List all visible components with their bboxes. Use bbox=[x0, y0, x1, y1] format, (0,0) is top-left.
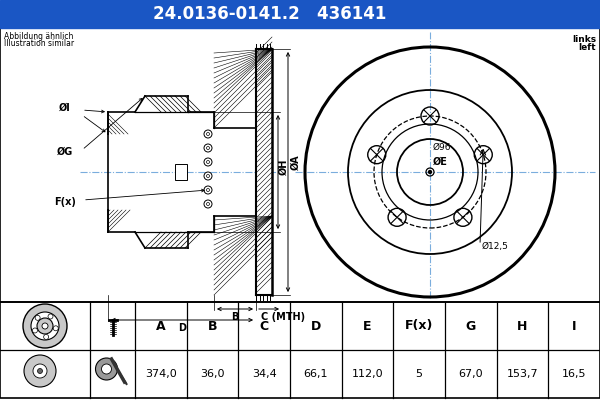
Text: 66,1: 66,1 bbox=[304, 369, 328, 379]
Text: D: D bbox=[311, 320, 321, 332]
Text: D: D bbox=[178, 323, 186, 333]
Circle shape bbox=[95, 358, 118, 380]
Circle shape bbox=[44, 334, 49, 340]
Bar bbox=[0, 302, 600, 398]
Circle shape bbox=[206, 174, 209, 178]
Text: B: B bbox=[232, 312, 239, 322]
Text: Ø12,5: Ø12,5 bbox=[482, 242, 509, 252]
Text: B: B bbox=[208, 320, 217, 332]
Text: Ø96: Ø96 bbox=[433, 143, 452, 152]
Text: 374,0: 374,0 bbox=[145, 369, 177, 379]
Text: links: links bbox=[572, 35, 596, 44]
Text: ØA: ØA bbox=[291, 154, 301, 170]
Text: Abbildung ähnlich: Abbildung ähnlich bbox=[4, 32, 73, 41]
Text: 34,4: 34,4 bbox=[252, 369, 277, 379]
Text: E: E bbox=[363, 320, 372, 332]
Circle shape bbox=[206, 146, 209, 150]
Circle shape bbox=[204, 130, 212, 138]
Text: Illustration similar: Illustration similar bbox=[4, 39, 74, 48]
Bar bbox=[0, 0, 600, 28]
Text: 112,0: 112,0 bbox=[352, 369, 383, 379]
Circle shape bbox=[204, 172, 212, 180]
Circle shape bbox=[206, 132, 209, 136]
Text: ØG: ØG bbox=[57, 147, 73, 157]
Text: ØE: ØE bbox=[433, 157, 448, 167]
Text: 24.0136-0141.2   436141: 24.0136-0141.2 436141 bbox=[154, 5, 386, 23]
Text: left: left bbox=[578, 43, 596, 52]
Circle shape bbox=[33, 364, 47, 378]
Text: C: C bbox=[260, 320, 269, 332]
Text: F(x): F(x) bbox=[54, 197, 76, 207]
Text: 5: 5 bbox=[416, 369, 422, 379]
Text: ØI: ØI bbox=[59, 103, 71, 113]
Text: 153,7: 153,7 bbox=[506, 369, 538, 379]
Circle shape bbox=[101, 364, 112, 374]
Circle shape bbox=[23, 304, 67, 348]
Circle shape bbox=[42, 323, 48, 329]
Text: 16,5: 16,5 bbox=[562, 369, 586, 379]
Text: 36,0: 36,0 bbox=[200, 369, 225, 379]
Circle shape bbox=[204, 144, 212, 152]
Text: I: I bbox=[572, 320, 577, 332]
Circle shape bbox=[37, 368, 43, 374]
Text: F(x): F(x) bbox=[405, 320, 433, 332]
Circle shape bbox=[48, 314, 53, 319]
Circle shape bbox=[206, 202, 209, 206]
Circle shape bbox=[204, 200, 212, 208]
Bar bbox=[175, 164, 187, 180]
Circle shape bbox=[35, 315, 40, 320]
Circle shape bbox=[206, 188, 209, 192]
Text: A: A bbox=[156, 320, 166, 332]
Circle shape bbox=[37, 318, 53, 334]
Circle shape bbox=[204, 158, 212, 166]
Bar bbox=[256, 49, 272, 295]
Text: H: H bbox=[517, 320, 527, 332]
Circle shape bbox=[31, 312, 59, 340]
Text: 67,0: 67,0 bbox=[458, 369, 483, 379]
Text: G: G bbox=[466, 320, 476, 332]
Text: C (MTH): C (MTH) bbox=[261, 312, 305, 322]
Circle shape bbox=[204, 186, 212, 194]
Circle shape bbox=[24, 355, 56, 387]
Circle shape bbox=[32, 328, 37, 333]
Circle shape bbox=[428, 170, 431, 174]
Bar bbox=[0, 28, 600, 302]
Text: ØH: ØH bbox=[279, 159, 289, 175]
Circle shape bbox=[206, 160, 209, 164]
Circle shape bbox=[53, 326, 58, 331]
